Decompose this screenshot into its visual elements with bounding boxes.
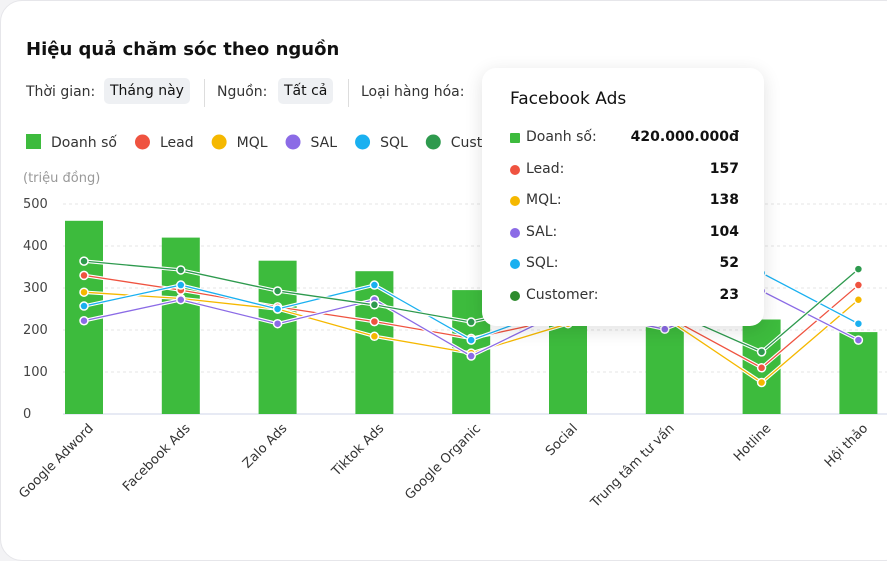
legend-swatch [211, 134, 227, 150]
legend-label: MQL [237, 135, 268, 151]
point [756, 363, 767, 373]
tooltip-swatch [510, 259, 520, 270]
x-tick-label: Social [543, 421, 581, 459]
tooltip-row: Customer: 23 [510, 286, 739, 306]
bar [355, 271, 394, 414]
point [660, 324, 670, 334]
y-tick-label: 200 [23, 323, 48, 338]
point [466, 317, 476, 327]
x-tick-label: Google Adword [16, 421, 97, 502]
x-tick-label: Google Organic [402, 421, 484, 503]
y-tick-label: 100 [23, 365, 48, 380]
legend-swatch [134, 134, 150, 150]
tooltip-swatch [510, 291, 520, 301]
point [272, 318, 283, 329]
tooltip-label: MQL: [526, 192, 562, 209]
point [369, 280, 380, 290]
point [176, 295, 186, 305]
tooltip-row: MQL: 138 [510, 191, 739, 211]
point [272, 304, 283, 314]
y-tick-label: 500 [23, 197, 48, 212]
tooltip-value: 23 [719, 287, 739, 303]
y-tick-label: 400 [23, 239, 48, 254]
tooltip-value: 420.000.000đ [630, 129, 739, 145]
point [79, 316, 89, 326]
legend-swatch [285, 134, 301, 150]
legend-label: SAL [311, 135, 338, 151]
tooltip-value: 52 [719, 255, 739, 272]
separator [348, 79, 349, 107]
tooltip-label: Doanh số: [526, 129, 597, 145]
point [853, 295, 864, 305]
legend-swatch [26, 134, 41, 149]
point [369, 300, 380, 310]
point [79, 256, 89, 266]
point [176, 265, 186, 275]
bar [839, 332, 878, 414]
filter-label: Nguồn: [217, 84, 268, 100]
tooltip-swatch [510, 133, 520, 143]
point [369, 331, 380, 342]
separator [204, 79, 205, 107]
tooltip-row: SAL: 104 [510, 223, 739, 243]
tooltip-row: Lead: 157 [510, 160, 739, 180]
x-tick-label: Zalo Ads [240, 421, 291, 472]
tooltip-label: SAL: [526, 223, 558, 240]
tooltip-swatch [510, 227, 520, 238]
tooltip: Facebook Ads Doanh số: 420.000.000đ Lead: 1… [482, 68, 764, 326]
tooltip-label: SQL: [526, 255, 559, 272]
filter-value[interactable]: Tất cả [278, 78, 334, 104]
x-tick-label: Hội thảo [822, 421, 871, 470]
legend-swatch [425, 134, 441, 150]
legend-label: Doanh số [51, 134, 117, 151]
filter-value[interactable]: Tháng này [104, 78, 190, 104]
y-tick-label: 0 [23, 407, 31, 422]
x-tick-label: Hotline [731, 421, 774, 464]
point [176, 280, 186, 290]
point [853, 264, 864, 274]
point [853, 318, 864, 329]
point [756, 377, 767, 388]
bar [258, 260, 297, 414]
tooltip-row: SQL: 52 [510, 254, 739, 274]
tooltip-swatch [510, 164, 520, 175]
legend-label: SQL [380, 135, 408, 151]
x-tick-label: Facebook Ads [120, 421, 194, 495]
tooltip-value: 104 [709, 223, 739, 240]
card-title: Hiệu quả chăm sóc theo nguồn [26, 39, 340, 60]
point [272, 286, 283, 296]
point [466, 335, 476, 345]
tooltip-row: Doanh số: 420.000.000đ [510, 128, 739, 148]
x-tick-label: Tiktok Ads [328, 421, 387, 480]
point [756, 347, 767, 357]
bar [161, 237, 200, 414]
tooltip-label: Lead: [526, 160, 565, 177]
point [369, 316, 380, 327]
x-tick-label: Trung tâm tư vấn [587, 421, 677, 511]
point [853, 280, 864, 290]
y-tick-label: 300 [23, 281, 48, 296]
filter-label: Thời gian: [26, 84, 96, 100]
legend-swatch [355, 134, 371, 150]
y-axis-label: (triệu đồng) [23, 171, 100, 186]
point [79, 287, 89, 297]
tooltip-value: 138 [709, 192, 739, 209]
point [466, 351, 476, 361]
tooltip-value: 157 [709, 160, 739, 177]
tooltip-title: Facebook Ads [510, 89, 627, 109]
filter-label: Loại hàng hóa: [361, 84, 465, 100]
point [79, 270, 89, 281]
legend-label: Lead [160, 135, 194, 151]
point [853, 335, 864, 345]
point [79, 301, 89, 311]
tooltip-label: Customer: [526, 287, 599, 303]
tooltip-swatch [510, 196, 520, 207]
